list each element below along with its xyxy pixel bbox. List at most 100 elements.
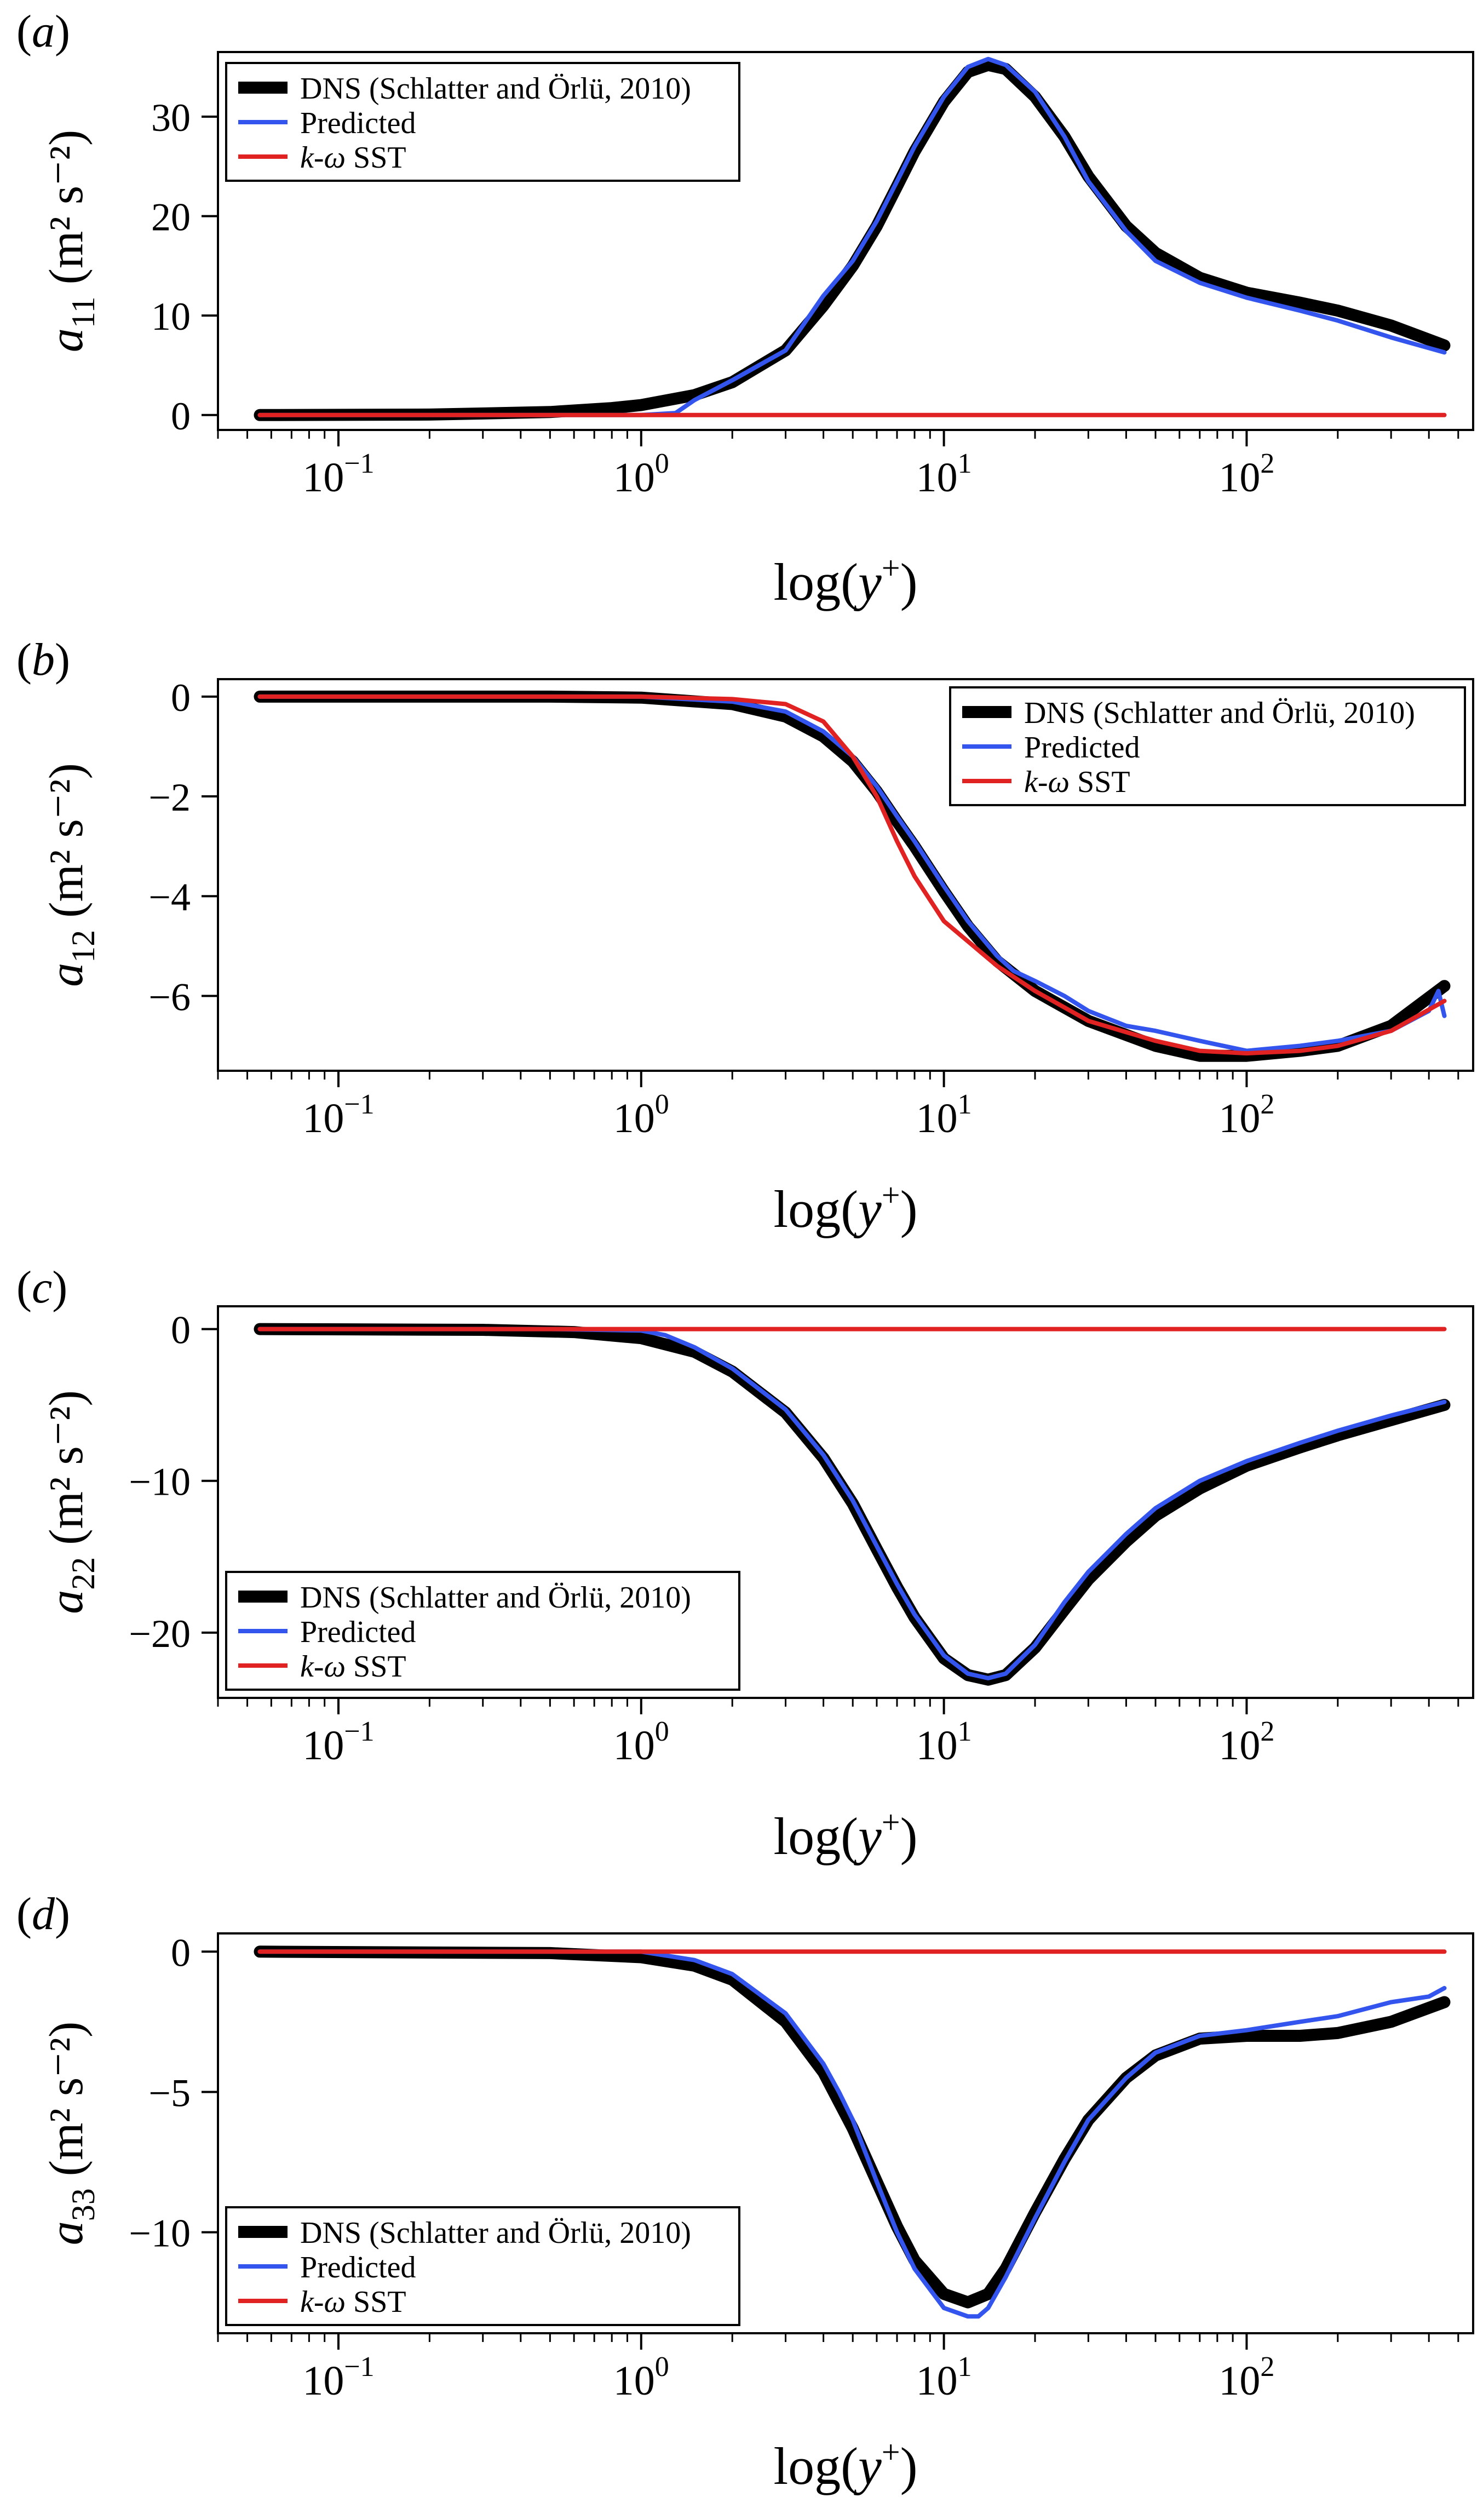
legend-entry-dns: DNS (Schlatter and Örlü, 2010) [300, 72, 691, 106]
y-axis-label: a22 (m² s⁻²) [40, 1390, 101, 1614]
legend-entry-dns: DNS (Schlatter and Örlü, 2010) [300, 1581, 691, 1615]
x-label-pre: log( [773, 1180, 858, 1238]
y-label-units: (m² s⁻²) [40, 2022, 93, 2189]
legend-entry-dns: DNS (Schlatter and Örlü, 2010) [300, 2216, 691, 2250]
x-tick-exponent: 2 [1260, 2351, 1274, 2383]
x-tick-base: 10 [302, 1095, 344, 1141]
x-tick-base: 10 [613, 2358, 655, 2404]
x-tick-exponent: −1 [344, 1089, 374, 1120]
y-tick-label: 30 [151, 96, 191, 140]
x-tick-base: 10 [1218, 2358, 1260, 2404]
y-tick-text: −4 [148, 875, 191, 919]
panel-label-open: ( [16, 1888, 32, 1939]
x-tick-exponent: 1 [958, 1089, 972, 1120]
panel-label-close: ) [52, 1262, 67, 1313]
x-tick-exponent: 0 [655, 1089, 669, 1120]
y-tick-text: 30 [151, 96, 191, 140]
y-tick-text: 20 [151, 196, 191, 239]
y-tick-label: −10 [129, 2212, 191, 2255]
y-tick-label: 0 [171, 1308, 191, 1352]
y-axis-label: a11 (m² s⁻²) [40, 130, 101, 352]
panel-label-close: ) [55, 6, 70, 57]
legend-entry-predicted: Predicted [300, 1615, 416, 1649]
y-label-symbol: a [40, 328, 93, 352]
panel-label: (c) [16, 1262, 67, 1313]
x-tick-base: 10 [916, 1723, 958, 1769]
x-axis-label: log(y+) [773, 2434, 917, 2495]
y-tick-text: −10 [129, 2212, 191, 2255]
x-tick-base: 10 [302, 1723, 344, 1769]
y-label-symbol: a [40, 963, 93, 987]
legend-label-rest: SST [346, 2285, 406, 2319]
x-label-variable: y [853, 1807, 882, 1865]
y-tick-label: −10 [129, 1460, 191, 1504]
x-label-post: ) [900, 553, 918, 611]
legend-label: DNS (Schlatter and Örlü, 2010) [1024, 696, 1415, 730]
x-tick-exponent: −1 [344, 2351, 374, 2383]
y-tick-text: −2 [148, 776, 191, 819]
y-tick-text: 10 [151, 295, 191, 338]
x-tick-exponent: 2 [1260, 1716, 1274, 1747]
y-tick-label: −4 [148, 875, 191, 919]
plot-frame [217, 1932, 1474, 2334]
legend-label: Predicted [300, 1615, 416, 1649]
panel-label-letter: a [32, 6, 55, 57]
legend-entry-sst: k-ω SST [300, 2285, 406, 2319]
panel-label-open: ( [16, 6, 32, 57]
y-tick-label: −2 [148, 776, 191, 819]
series-line-sst [257, 694, 1447, 1056]
y-tick-label: −6 [148, 975, 191, 1019]
y-label-symbol: a [40, 2221, 93, 2245]
x-tick-base: 10 [1218, 455, 1260, 501]
x-tick-base: 10 [916, 1095, 958, 1141]
legend-entry-sst: k-ω SST [300, 141, 406, 175]
x-tick-base: 10 [613, 1723, 655, 1769]
panel-label-close: ) [55, 634, 70, 685]
series-line-predicted [257, 1327, 1447, 1680]
panel-label-open: ( [16, 634, 32, 685]
y-axis-label: a33 (m² s⁻²) [40, 2022, 101, 2246]
legend-entry-predicted: Predicted [1024, 731, 1140, 765]
x-tick-label: 10−1 [302, 1716, 374, 1769]
x-tick-label: 100 [613, 2351, 669, 2404]
y-tick-text: 0 [171, 676, 191, 720]
legend-box [225, 62, 740, 182]
legend-label-rest: SST [346, 141, 406, 175]
x-label-post: ) [900, 2437, 918, 2495]
legend-label: Predicted [1024, 731, 1140, 765]
legend-label-italic: k-ω [300, 141, 346, 175]
panel-label: (a) [16, 6, 70, 57]
x-label-pre: log( [773, 1807, 858, 1865]
x-axis-label: log(y+) [773, 1177, 917, 1238]
legend-box [949, 686, 1466, 806]
x-tick-label: 100 [613, 1716, 669, 1769]
x-axis-label: log(y+) [773, 550, 917, 611]
panel-label-open: ( [16, 1262, 32, 1313]
legend-box [225, 1571, 740, 1691]
legend-label: Predicted [300, 106, 416, 140]
legend-entry-sst: k-ω SST [1024, 765, 1130, 799]
x-label-superscript: + [882, 1804, 900, 1840]
x-label-variable: y [853, 553, 882, 611]
x-axis-label: log(y+) [773, 1804, 917, 1865]
panel-label-letter: b [32, 634, 55, 685]
y-tick-label: 20 [151, 196, 191, 239]
y-tick-label: −5 [148, 2071, 191, 2115]
x-tick-label: 102 [1218, 2351, 1274, 2404]
x-tick-label: 10−1 [302, 2351, 374, 2404]
x-tick-base: 10 [916, 2358, 958, 2404]
y-label-units: (m² s⁻²) [40, 1390, 93, 1557]
y-tick-text: −6 [148, 975, 191, 1019]
x-tick-label: 102 [1218, 1089, 1274, 1141]
legend-label-italic: k-ω [300, 1650, 346, 1684]
legend-entry-dns: DNS (Schlatter and Örlü, 2010) [1024, 696, 1415, 730]
y-tick-text: 0 [171, 1308, 191, 1352]
x-tick-label: 102 [1218, 448, 1274, 501]
series-line-predicted [257, 1949, 1447, 2319]
legend-entry-sst: k-ω SST [300, 1650, 406, 1684]
